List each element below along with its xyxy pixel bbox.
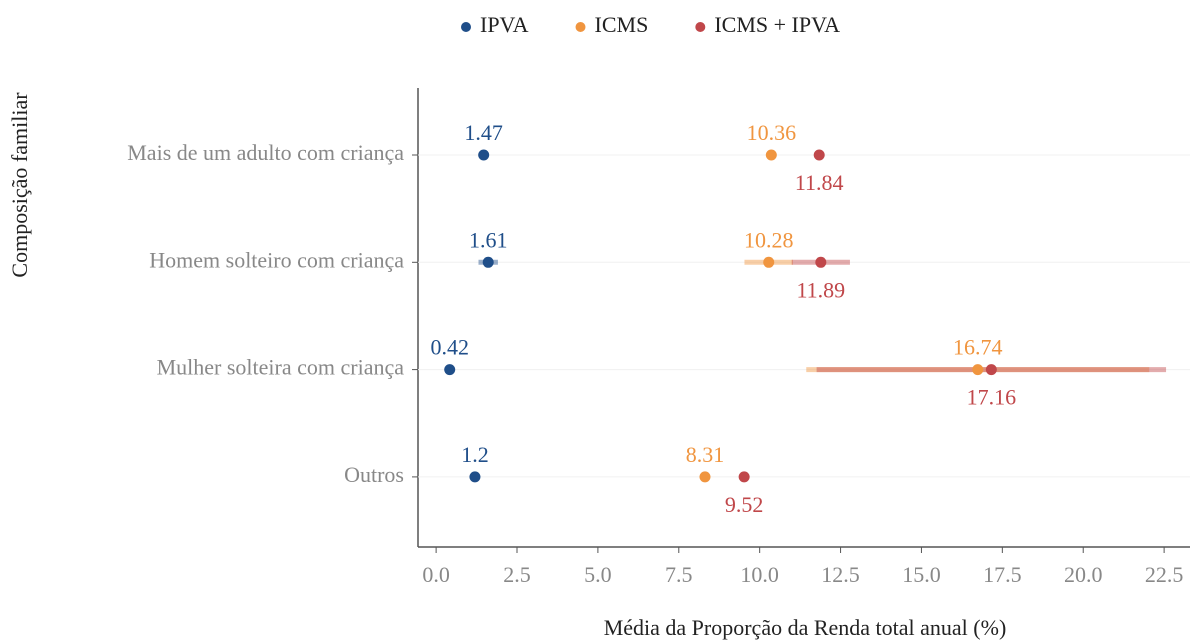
data-label: 9.52 (725, 492, 764, 517)
x-tick-label: 7.5 (665, 562, 693, 587)
dot (444, 364, 456, 376)
data-label: 11.84 (795, 170, 844, 195)
data-label: 16.74 (953, 335, 1003, 360)
dot (972, 364, 984, 376)
legend-label: ICMS + IPVA (714, 12, 840, 37)
y-tick-label: Outros (344, 462, 404, 487)
x-tick-label: 12.5 (821, 562, 860, 587)
data-label: 1.2 (461, 442, 489, 467)
dot (815, 256, 827, 268)
x-tick-label: 5.0 (584, 562, 612, 587)
x-axis-title: Média da Proporção da Renda total anual … (604, 615, 1007, 640)
data-label: 0.42 (430, 335, 469, 360)
dot (985, 364, 997, 376)
data-label: 8.31 (686, 442, 725, 467)
legend-marker (461, 22, 471, 32)
dot (738, 471, 750, 483)
data-label: 1.47 (464, 120, 503, 145)
y-tick-label: Mulher solteira com criança (157, 355, 405, 380)
legend-label: IPVA (480, 12, 529, 37)
dot (763, 256, 775, 268)
legend-marker (695, 22, 706, 32)
x-tick-label: 0.0 (422, 562, 450, 587)
x-tick-label: 22.5 (1145, 562, 1184, 587)
dot (478, 149, 490, 161)
x-tick-label: 20.0 (1064, 562, 1103, 587)
data-label: 10.28 (744, 227, 794, 252)
x-tick-label: 15.0 (902, 562, 941, 587)
data-label: 1.61 (469, 227, 508, 252)
x-tick-label: 2.5 (503, 562, 531, 587)
x-tick-label: 17.5 (983, 562, 1022, 587)
data-label: 11.89 (796, 277, 845, 302)
data-label: 10.36 (747, 120, 797, 145)
data-label: 17.16 (967, 385, 1017, 410)
x-tick-label: 10.0 (740, 562, 779, 587)
dot (469, 471, 481, 483)
dot (699, 471, 711, 483)
dot (765, 149, 777, 161)
y-tick-label: Mais de um adulto com criança (127, 140, 404, 165)
legend-label: ICMS (595, 12, 649, 37)
dot (482, 256, 494, 268)
y-axis-title: Composição familiar (7, 92, 32, 278)
legend-marker (575, 22, 586, 32)
dot (813, 149, 825, 161)
y-tick-label: Homem solteiro com criança (149, 247, 404, 272)
